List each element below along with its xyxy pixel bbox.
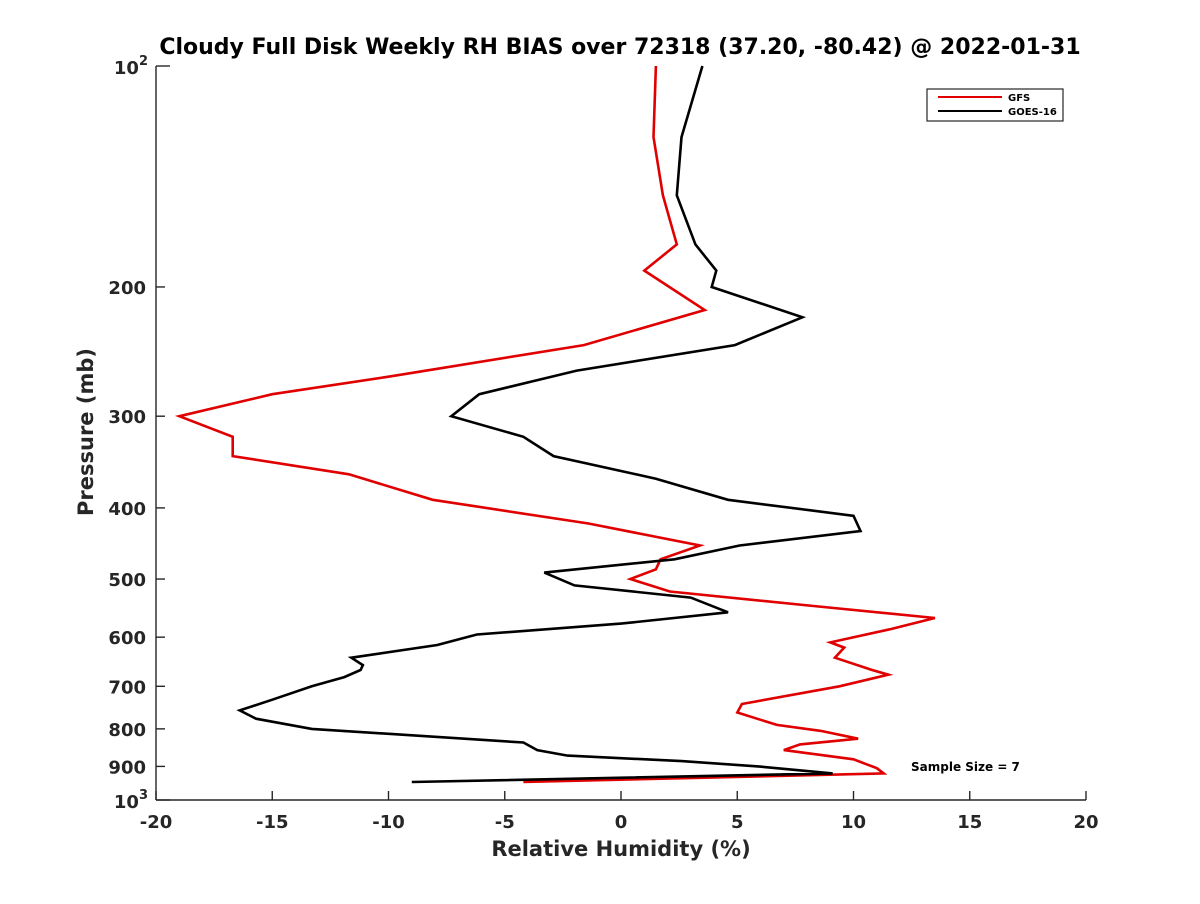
plot-lines <box>174 65 936 784</box>
x-tick-label: -5 <box>495 812 515 833</box>
x-axis-ticks: -20 -15 -10 -5 0 5 10 15 20 <box>140 791 1099 833</box>
y-tick-label: 300 <box>108 407 146 428</box>
y-tick-label: 400 <box>108 499 146 520</box>
y-tick-label: 600 <box>108 628 146 649</box>
legend-label-goes16: GOES-16 <box>1008 107 1057 118</box>
y-axis-label: Pressure (mb) <box>74 348 98 516</box>
legend: GFS GOES-16 <box>926 88 1064 122</box>
x-tick-label: 10 <box>841 812 866 833</box>
x-axis-label: Relative Humidity (%) <box>491 837 750 861</box>
x-tick-label: 15 <box>957 812 982 833</box>
y-tick-label: 900 <box>108 757 146 778</box>
y-tick-label: 500 <box>108 570 146 591</box>
x-tick-label: -15 <box>256 812 289 833</box>
y-decade-tick-label: 102 <box>114 54 148 79</box>
y-axis-ticks: 200 300 400 500 600 700 800 900 102 103 <box>108 54 170 813</box>
sample-size-annotation: Sample Size = 7 <box>911 760 1020 774</box>
chart-title: Cloudy Full Disk Weekly RH BIAS over 723… <box>159 35 1080 60</box>
series-line-goes16 <box>236 65 863 784</box>
series-line-gfs <box>174 65 936 784</box>
x-tick-label: -10 <box>372 812 405 833</box>
x-tick-label: 5 <box>731 812 744 833</box>
legend-box <box>926 88 1064 122</box>
x-tick-label: 20 <box>1073 812 1098 833</box>
x-tick-label: -20 <box>140 812 173 833</box>
y-tick-label: 700 <box>108 677 146 698</box>
y-tick-label: 800 <box>108 720 146 741</box>
x-tick-label: 0 <box>615 812 628 833</box>
y-tick-label: 200 <box>108 278 146 299</box>
legend-label-gfs: GFS <box>1008 93 1030 104</box>
y-decade-tick-label: 103 <box>114 788 148 813</box>
